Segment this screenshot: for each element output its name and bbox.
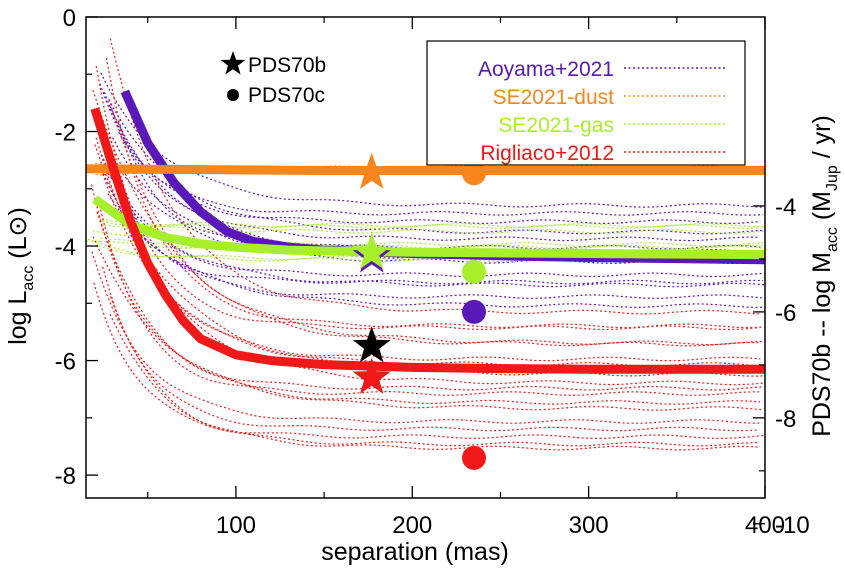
dotted-model-curve [108,99,759,347]
point-circle-6 [462,259,486,284]
point-star-4 [352,357,391,394]
y-left-title-main: log L [4,290,32,344]
y-left-title-sub: acc [20,266,37,291]
dotted-model-curve [95,65,760,331]
dotted-model-curve [96,115,761,362]
y-tick-label: -6 [55,349,76,376]
dotted-model-curve [101,220,765,234]
point-star-2 [352,232,391,270]
y2-tick-label: -4 [775,194,796,221]
point-circle-5 [462,161,486,186]
point-star-3 [352,326,391,363]
x-tick-label: 100 [216,512,256,539]
legend-label-2: SE2021-gas [498,114,614,137]
point-star-0 [352,152,391,189]
model-thick-curves [85,89,766,374]
dotted-model-curve [100,237,764,250]
dotted-model-curve [92,90,764,346]
dotted-model-curve [107,173,765,288]
dotted-model-curve [102,266,759,432]
legend-label-3: Rigliaco+2012 [480,142,614,165]
y-left-title-unit: (L⊙) [4,207,32,259]
star-icon [220,51,246,75]
series-line-2 [92,195,766,260]
y-axis-title-left: log Lacc (L⊙) [4,207,37,345]
plot-frame [85,16,766,499]
y2-tick-label: -10 [775,512,810,539]
y-tick-label: -2 [55,120,76,147]
marker-legend: PDS70b PDS70c [220,51,326,107]
x-tick-label: 200 [392,512,432,539]
series-line-3 [90,107,765,374]
dotted-model-curve [100,72,764,208]
dotted-model-curve [103,91,761,225]
svg-text:log Lacc (L⊙): log Lacc (L⊙) [4,207,37,345]
x-axis-title: separation (mas) [321,538,509,566]
dotted-model-curve [99,165,764,285]
y-right-title-sub2: Jup [824,165,841,191]
y-tick-label: -8 [55,463,76,490]
y2-tick-label: -6 [775,300,796,327]
dotted-model-curve [101,218,765,228]
dotted-model-curve [109,296,760,447]
marker-legend-label-circle: PDS70c [248,84,325,107]
dotted-model-curve [113,176,764,300]
point-circle-7 [462,299,486,324]
x-tick-label: 400 [745,512,785,539]
y-right-title-suffix: / yr) [808,115,836,165]
dotted-model-curve [93,282,765,440]
dotted-model-curve [101,154,765,278]
dotted-model-curve [90,184,762,391]
dotted-model-curve [109,313,760,451]
dotted-model-curve [107,150,764,265]
legend-box [426,40,746,166]
dotted-model-curve [104,224,761,229]
y-right-title-mid: (M [808,191,836,227]
circle-icon [227,89,239,101]
axis-ticks: 100 200 300 400 0 -2 -4 -6 -8 -4 -6 -8 -10 [55,5,810,539]
y-axis-title-right: PDS70b -- log Macc (MJup / yr) [808,115,841,437]
y-right-title-sub1: acc [824,227,841,252]
x-tick-label: 300 [569,512,609,539]
dotted-model-curve [87,238,759,261]
point-circle-8 [462,445,486,470]
dotted-model-curve [99,83,764,216]
y-right-title-prefix: PDS70b -- log M [808,252,836,437]
series-legend: Aoyama+2021 SE2021-dust SE2021-gas Rigliaco… [426,40,746,166]
dotted-model-curve [109,38,760,315]
svg-text:PDS70b -- log Macc (MJup / yr): PDS70b -- log Macc (MJup / yr) [808,115,841,437]
y-tick-label: 0 [63,5,76,32]
legend-label-0: Aoyama+2021 [478,58,614,81]
dotted-model-curve [117,120,761,250]
y-tick-label: -4 [55,234,76,261]
dotted-model-curve [92,236,764,411]
legend-label-1: SE2021-dust [493,86,615,109]
y2-tick-label: -8 [775,406,796,433]
data-points [352,152,486,470]
dotted-model-curve [91,251,763,424]
series-line-1 [85,164,765,175]
dotted-model-curve [108,99,766,235]
marker-legend-label-star: PDS70b [248,54,326,77]
dotted-model-curve [97,200,762,396]
